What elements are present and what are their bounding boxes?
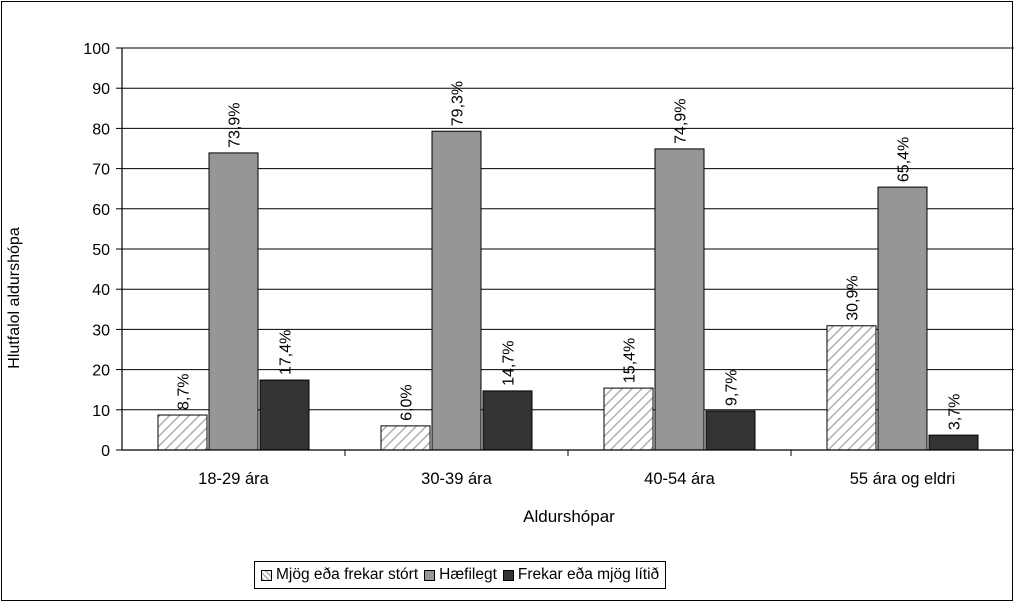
bar-series-1 [380,425,431,451]
data-label: 74,9% [673,99,690,144]
bar-series-3 [482,390,533,451]
legend-item-series-2: Hæfilegt [424,566,497,584]
bar-series-1 [157,414,208,451]
legend: Mjög eða frekar stórt Hæfilegt Frekar eð… [254,561,667,589]
data-label: 73,9% [227,103,244,148]
data-label: 3,7% [947,394,964,430]
bar-series-2 [877,186,928,451]
y-tick-label: 30 [92,322,110,339]
legend-item-series-3: Frekar eða mjög lítið [502,566,660,584]
bar-series-2 [208,152,259,451]
y-tick-label: 20 [92,363,110,380]
legend-swatch-series-1 [261,569,272,581]
legend-item-series-1: Mjög eða frekar stórt [261,566,418,584]
data-label: 15,4% [622,338,639,383]
data-label: 8,7% [176,374,193,410]
data-label: 6,0% [399,384,416,420]
y-axis-title: Hlutfalol aldurshópa [6,227,23,369]
y-tick-label: 80 [92,121,110,138]
legend-swatch-series-3 [502,569,514,581]
y-tick-label: 90 [92,81,110,98]
bars-layer [157,130,979,451]
y-tick-label: 60 [92,202,110,219]
data-label: 9,7% [724,370,741,406]
bar-series-3 [705,410,756,451]
y-tick-label: 50 [92,242,110,259]
bar-series-1 [603,387,654,451]
legend-swatch-series-2 [424,569,436,581]
y-tick-label: 100 [83,41,110,58]
data-label: 65,4% [896,137,913,182]
x-tick-label: 18-29 ára [198,470,269,488]
bar-series-2 [654,148,705,451]
y-tick-label: 0 [101,443,110,460]
data-labels: 8,7% 73,9% 17,4% 6,0% 79,3% 14,7% 15,4% 74,9% 9,… [176,81,964,430]
data-label: 30,9% [845,275,862,320]
bar-series-2 [431,130,482,451]
y-tick-label: 40 [92,282,110,299]
bar-series-3 [928,434,979,451]
legend-label-series-2: Hæfilegt [439,566,497,583]
x-tick-label: 30-39 ára [421,470,492,488]
bar-series-3 [259,379,310,451]
data-label: 17,4% [278,330,295,375]
data-label: 14,7% [501,341,518,386]
x-axis-title: Aldurshópar [523,507,615,526]
legend-label-series-1: Mjög eða frekar stórt [276,566,419,583]
data-label: 79,3% [450,81,467,126]
y-tick-label: 10 [92,403,110,420]
axes: 0 10 20 30 40 50 60 70 80 90 100 18-29 ára 30-39 ára… [83,41,1014,488]
legend-label-series-3: Frekar eða mjög lítið [517,566,660,583]
bar-series-1 [826,325,877,451]
x-tick-label: 40-54 ára [644,470,715,488]
x-tick-label: 55 ára og eldri [850,470,956,488]
y-tick-label: 70 [92,162,110,179]
